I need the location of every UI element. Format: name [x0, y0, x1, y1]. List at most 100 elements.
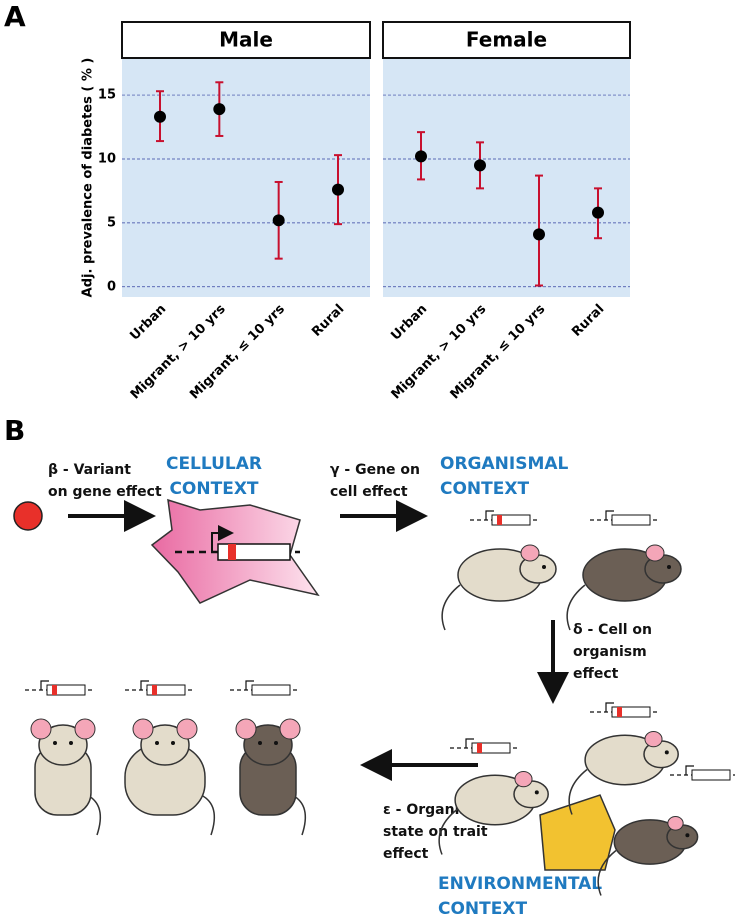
point — [154, 110, 166, 123]
promoter — [245, 680, 254, 690]
mouse — [30, 718, 102, 836]
eye — [542, 565, 546, 569]
context-label: CONTEXT — [438, 899, 527, 917]
delta-label: organism — [573, 644, 647, 660]
ear — [74, 718, 96, 740]
promoter — [465, 738, 474, 748]
eye — [171, 741, 175, 745]
y-tick-label: 0 — [107, 279, 116, 294]
context-label: ENVIRONMENTAL — [438, 874, 602, 894]
variant — [617, 707, 622, 717]
ear — [279, 718, 301, 740]
gene-construct — [450, 738, 518, 754]
eye — [53, 741, 57, 745]
promoter — [485, 510, 494, 520]
y-tick-label: 15 — [98, 88, 116, 103]
ear — [520, 544, 540, 562]
ear — [667, 816, 684, 831]
strip-label: Female — [466, 28, 547, 52]
context-label: CELLULAR — [166, 454, 262, 474]
promoter — [211, 525, 234, 552]
point — [272, 214, 285, 227]
point — [474, 159, 486, 172]
gene — [491, 514, 531, 526]
promoter — [605, 510, 614, 520]
ear — [514, 771, 533, 788]
mouse — [124, 718, 216, 836]
strip — [382, 21, 631, 59]
eye — [667, 565, 671, 569]
epsilon-label: state on trait — [383, 824, 488, 840]
gene — [146, 684, 186, 696]
point — [332, 183, 344, 196]
promoter — [40, 680, 49, 690]
eye — [685, 833, 690, 838]
context-label: CONTEXT — [440, 479, 529, 499]
mouse — [438, 771, 549, 855]
context-label: ORGANISMAL — [440, 454, 569, 474]
y-tick-label: 5 — [107, 215, 116, 230]
beta-label: β - Variant — [48, 462, 131, 478]
mouse — [568, 731, 679, 815]
mouse — [566, 544, 682, 631]
gene — [611, 514, 651, 526]
point — [415, 150, 427, 163]
x-tick-label: Urban — [127, 302, 169, 344]
context-label: CONTEXT — [169, 479, 258, 499]
ear — [645, 544, 665, 562]
ear — [176, 718, 198, 740]
cheese — [539, 794, 616, 871]
ear — [644, 731, 663, 748]
gamma-label: cell effect — [330, 484, 408, 500]
eye — [155, 741, 159, 745]
gene-construct — [25, 680, 93, 696]
gamma-label: γ - Gene on — [330, 462, 420, 478]
eye — [274, 741, 278, 745]
variant — [477, 743, 482, 753]
beta-label: on gene effect — [48, 484, 162, 500]
variant — [228, 544, 236, 560]
tail — [568, 768, 588, 815]
point — [592, 206, 604, 219]
x-tick-label: Urban — [388, 302, 430, 344]
strip — [121, 21, 371, 59]
gene-construct — [125, 680, 193, 696]
variant-dot — [13, 501, 43, 531]
eye — [258, 741, 262, 745]
tail — [441, 584, 461, 631]
mouse — [441, 544, 557, 631]
delta-label: effect — [573, 666, 619, 682]
head — [38, 724, 88, 766]
plot-background — [122, 58, 370, 297]
gene-construct — [230, 680, 298, 696]
variant — [152, 685, 157, 695]
x-tick-label: Rural — [309, 302, 347, 340]
strip-label: Male — [219, 28, 273, 52]
y-axis-label: Adj. prevalence of diabetes ( % ) — [81, 58, 96, 298]
gene — [611, 706, 651, 718]
panel-label: B — [4, 414, 25, 447]
diagram: β - Variant on gene effect CELLULAR CONT… — [13, 454, 652, 917]
variant — [52, 685, 57, 695]
gene — [691, 769, 731, 781]
gene — [46, 684, 86, 696]
mouse — [597, 816, 699, 896]
delta-label: δ - Cell on — [573, 622, 652, 638]
panel-label: A — [4, 0, 26, 33]
gene-construct — [670, 765, 735, 781]
x-tick-label: Rural — [569, 302, 607, 340]
tail — [597, 849, 617, 896]
y-tick-label: 10 — [98, 151, 116, 166]
ear — [132, 718, 154, 740]
eye — [534, 790, 539, 795]
gene-construct — [470, 510, 538, 526]
point — [213, 103, 226, 116]
tail — [566, 584, 586, 631]
gene-construct — [590, 510, 658, 526]
eye — [69, 741, 73, 745]
epsilon-label: effect — [383, 846, 429, 862]
promoter — [140, 680, 149, 690]
tail — [438, 808, 458, 855]
head — [140, 724, 190, 766]
